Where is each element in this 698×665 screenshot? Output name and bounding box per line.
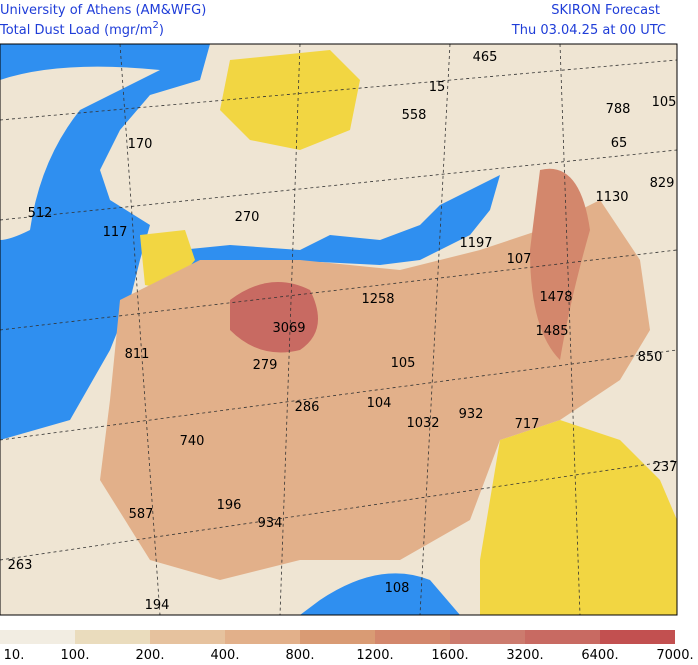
map-value: 170 [128,137,153,152]
legend-label: 1600. [431,648,468,661]
legend-swatch [525,630,600,644]
legend-label: 7000. [656,648,693,661]
legend-label: 3200. [506,648,543,661]
map-value: 1478 [539,290,572,305]
map-value: 932 [459,407,484,422]
map-value: 587 [129,507,154,522]
valid-time: Thu 03.04.25 at 00 UTC [511,23,666,38]
map-value: 788 [606,102,631,117]
map-value: 558 [402,108,427,123]
map-value: 108 [385,581,410,596]
product-superscript: 2 [152,20,158,31]
map-frame [0,43,678,616]
map-value: 512 [28,206,53,221]
map-value: 934 [258,516,283,531]
legend-swatch [300,630,375,644]
mediterranean [180,175,500,275]
map-value: 194 [145,598,170,613]
map-value: 105 [391,356,416,371]
institution: University of Athens (AM&WFG) [0,3,206,18]
product-title: Total Dust Load (mgr/m2) [0,20,164,38]
legend-label: 10. [4,648,25,661]
map-value: 270 [235,210,260,225]
map-value: 279 [253,358,278,373]
gulf-of-guinea [300,573,460,615]
map-value: 829 [650,176,675,191]
legend-swatch [75,630,150,644]
map-value: 65 [611,136,628,151]
legend-swatch [0,630,75,644]
dust-plume [0,66,160,241]
legend-swatch [375,630,450,644]
map-value: 117 [103,225,128,240]
map-value: 850 [638,350,663,365]
map-value: 740 [180,434,205,449]
legend-label: 800. [286,648,315,661]
legend-label: 200. [136,648,165,661]
europe-low [220,50,360,150]
legend-swatch [600,630,675,644]
arabia-dust [530,168,590,360]
map-value: 1258 [361,292,394,307]
legend-swatch [150,630,225,644]
legend-label: 100. [61,648,90,661]
map-value: 15 [429,80,446,95]
map [0,43,678,616]
map-value: 237 [653,460,678,475]
legend-label: 400. [211,648,240,661]
map-value: 1130 [595,190,628,205]
map-value: 465 [473,50,498,65]
map-value: 1032 [406,416,439,431]
dust-core [230,282,318,353]
legend: 10. 100. 200. 400. 800. 1200. 1600. 3200. 6400. 7… [0,630,694,663]
map-value: 107 [507,252,532,267]
legend-swatch [450,630,525,644]
map-value: 105 [652,95,677,110]
east-africa-low [480,420,677,615]
map-value: 286 [295,400,320,415]
product-suffix: ) [159,23,164,38]
legend-label: 6400. [581,648,618,661]
map-value: 196 [217,498,242,513]
map-value: 3069 [272,321,305,336]
map-value: 263 [8,558,33,573]
legend-label: 1200. [356,648,393,661]
map-value: 1197 [459,236,492,251]
map-value: 811 [125,347,150,362]
legend-swatch [225,630,300,644]
map-value: 717 [515,417,540,432]
product: Total Dust Load (mgr/m [0,23,152,38]
map-value: 104 [367,396,392,411]
model: SKIRON Forecast [551,3,660,18]
map-value: 1485 [535,324,568,339]
